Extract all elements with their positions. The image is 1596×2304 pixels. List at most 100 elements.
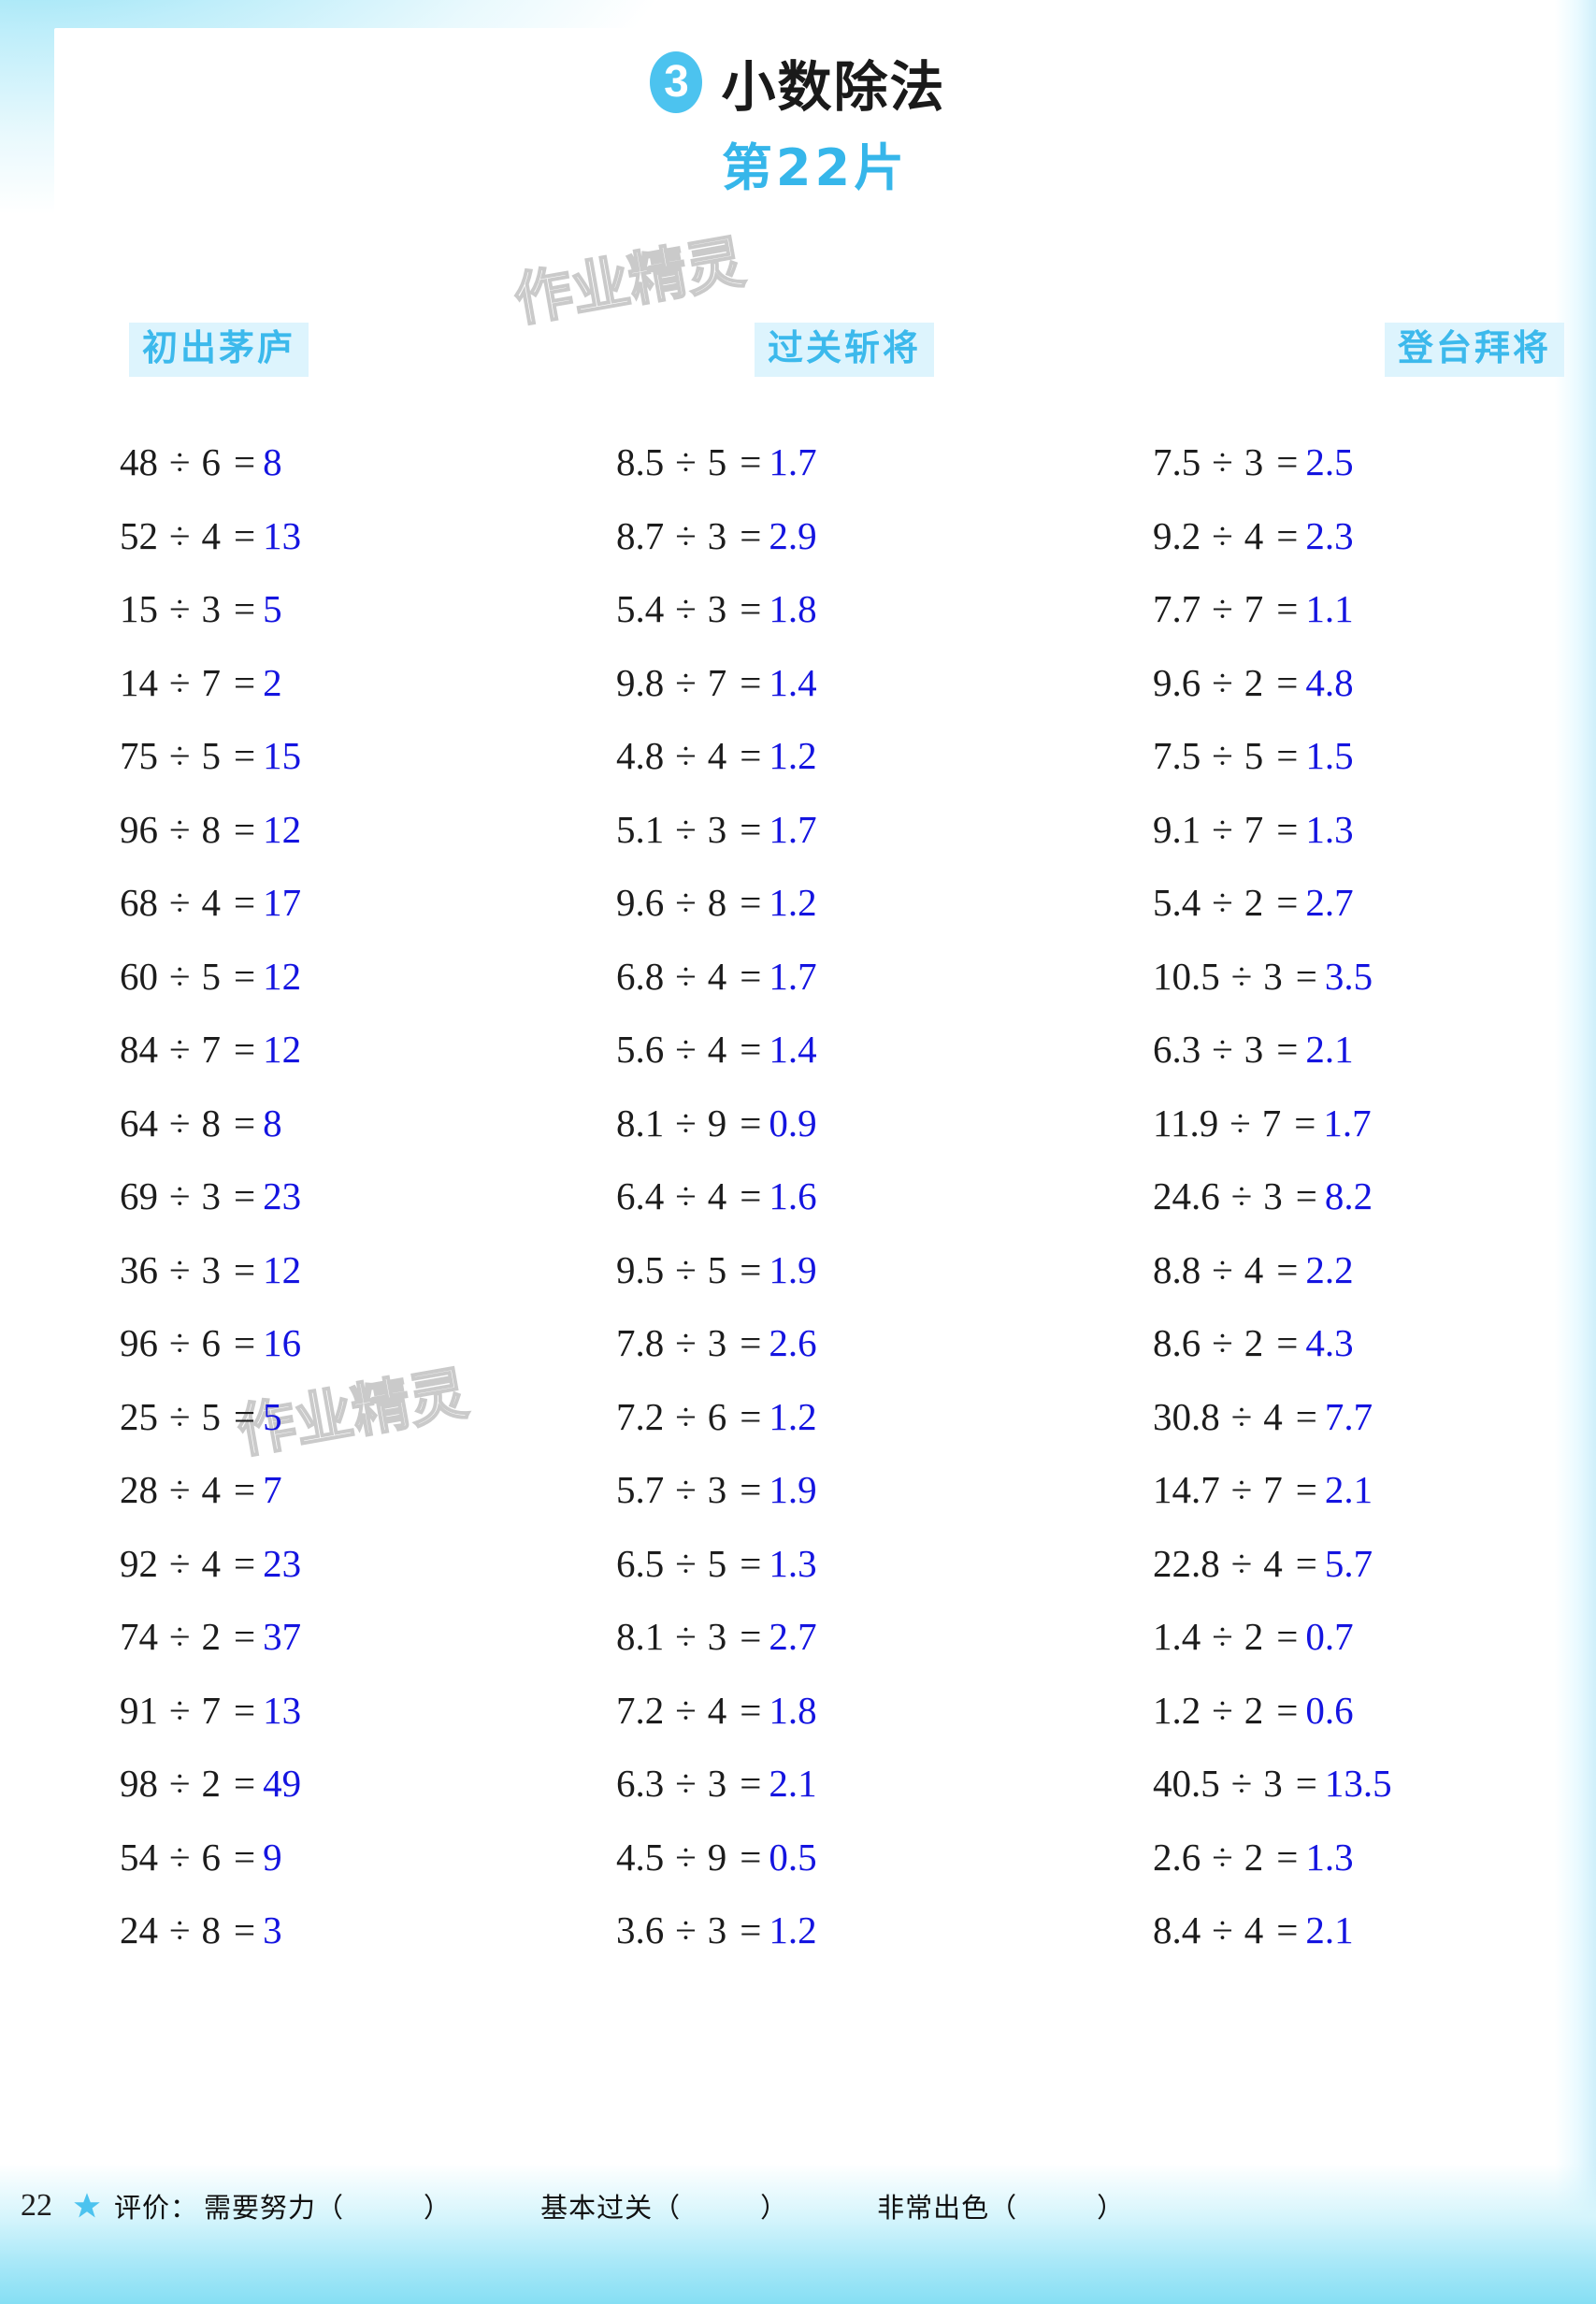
answer-value[interactable]: 7.7	[1324, 1394, 1373, 1438]
evaluation-option-3-open: （	[989, 2192, 1017, 2224]
answer-value[interactable]: 1.3	[1305, 807, 1354, 851]
answer-value[interactable]: 2.1	[769, 1762, 817, 1806]
answer-value[interactable]: 13.5	[1324, 1762, 1392, 1806]
answer-value[interactable]: 4.3	[1305, 1321, 1354, 1365]
dividend: 8.5	[615, 440, 665, 484]
problem-row: 5.1 ÷ 3 = 1.7	[532, 793, 1064, 867]
answer-value[interactable]: 15	[263, 734, 302, 778]
answer-value[interactable]: 0.5	[769, 1835, 817, 1879]
answer-value[interactable]: 2.1	[1324, 1468, 1373, 1512]
answer-value[interactable]: 3	[263, 1908, 282, 1952]
sheet-label: 第22片	[721, 138, 909, 197]
answer-value[interactable]: 1.7	[769, 440, 817, 484]
answer-value[interactable]: 12	[263, 807, 302, 851]
evaluation-option-3[interactable]: 非常出色（ ）	[877, 2186, 1124, 2225]
answer-value[interactable]: 1.2	[769, 734, 817, 778]
problem-row: 7.8 ÷ 3 = 2.6	[532, 1306, 1064, 1380]
answer-value[interactable]: 2.3	[1305, 513, 1354, 557]
answer-value[interactable]: 8	[263, 440, 282, 484]
answer-value[interactable]: 0.7	[1305, 1615, 1354, 1659]
answer-value[interactable]: 0.9	[769, 1101, 817, 1145]
answer-value[interactable]: 13	[263, 513, 302, 557]
answer-value[interactable]: 16	[263, 1321, 302, 1365]
answer-value[interactable]: 1.6	[769, 1174, 817, 1218]
problem-expression: 7.5 ÷ 5 = 1.5	[1153, 733, 1354, 778]
answer-value[interactable]: 1.4	[769, 660, 817, 704]
answer-value[interactable]: 1.2	[769, 881, 817, 925]
answer-value[interactable]: 12	[263, 954, 302, 998]
problem-list: 8.5 ÷ 5 = 1.7 8.7 ÷ 3 = 2.9 5.4 ÷ 3 = 1.8 9.8 ÷ 7 = 1.4 4.8 ÷…	[532, 425, 1064, 1967]
problem-row: 3.6 ÷ 3 = 1.2	[532, 1894, 1064, 1967]
answer-value[interactable]: 1.1	[1305, 587, 1354, 631]
evaluation-option-1[interactable]: 需要努力（ ）	[204, 2186, 451, 2225]
answer-value[interactable]: 5.7	[1324, 1541, 1373, 1585]
problem-expression: 8.5 ÷ 5 = 1.7	[616, 439, 817, 484]
answer-value[interactable]: 8	[263, 1101, 282, 1145]
answer-value[interactable]: 12	[263, 1028, 302, 1072]
answer-value[interactable]: 23	[263, 1541, 302, 1585]
answer-value[interactable]: 5	[263, 1394, 282, 1438]
answer-value[interactable]: 2.7	[1305, 881, 1354, 925]
divisor: 2	[1244, 660, 1264, 704]
answer-value[interactable]: 1.5	[1305, 734, 1354, 778]
answer-value[interactable]: 4.8	[1305, 660, 1354, 704]
dividend: 22.8	[1152, 1541, 1220, 1585]
answer-value[interactable]: 2.5	[1305, 440, 1354, 484]
page-header: 3 小数除法	[0, 43, 1596, 122]
problem-row: 8.1 ÷ 3 = 2.7	[532, 1600, 1064, 1674]
answer-value[interactable]: 8.2	[1324, 1174, 1373, 1218]
answer-value[interactable]: 13	[263, 1688, 302, 1732]
answer-value[interactable]: 1.8	[769, 1688, 817, 1732]
equals-icon: =	[740, 1174, 762, 1218]
answer-value[interactable]: 1.7	[769, 954, 817, 998]
answer-value[interactable]: 3.5	[1324, 954, 1373, 998]
evaluation-option-2[interactable]: 基本过关（ ）	[540, 2186, 787, 2225]
answer-value[interactable]: 2.1	[1305, 1908, 1354, 1952]
equals-icon: =	[1295, 1468, 1317, 1512]
answer-value[interactable]: 1.2	[769, 1908, 817, 1952]
answer-value[interactable]: 1.8	[769, 587, 817, 631]
divide-icon: ÷	[675, 1835, 697, 1879]
divisor: 5	[201, 954, 222, 998]
answer-value[interactable]: 17	[263, 881, 302, 925]
answer-value[interactable]: 37	[263, 1615, 302, 1659]
problem-expression: 9.6 ÷ 8 = 1.2	[616, 880, 817, 925]
divide-icon: ÷	[675, 954, 697, 998]
answer-value[interactable]: 2.9	[769, 513, 817, 557]
answer-value[interactable]: 0.6	[1305, 1688, 1354, 1732]
section-header-chuchumaolu: 初出茅庐	[129, 323, 309, 377]
answer-value[interactable]: 7	[263, 1468, 282, 1512]
divisor: 3	[1263, 1762, 1283, 1806]
answer-value[interactable]: 2.1	[1305, 1028, 1354, 1072]
answer-value[interactable]: 2.6	[769, 1321, 817, 1365]
answer-value[interactable]: 1.9	[769, 1468, 817, 1512]
answer-value[interactable]: 1.3	[1305, 1835, 1354, 1879]
problem-expression: 22.8 ÷ 4 = 5.7	[1153, 1541, 1373, 1586]
dividend: 6.4	[615, 1174, 665, 1218]
divide-icon: ÷	[169, 807, 191, 851]
answer-value[interactable]: 12	[263, 1247, 302, 1291]
answer-value[interactable]: 2	[263, 660, 282, 704]
answer-value[interactable]: 1.4	[769, 1028, 817, 1072]
answer-value[interactable]: 1.7	[769, 807, 817, 851]
divide-icon: ÷	[169, 440, 191, 484]
answer-value[interactable]: 1.7	[1323, 1101, 1372, 1145]
answer-value[interactable]: 2.2	[1305, 1247, 1354, 1291]
section-header-dengtaibaijiang: 登台拜将	[1384, 323, 1564, 377]
chapter-number-badge: 3	[650, 51, 703, 113]
divisor: 7	[1244, 587, 1264, 631]
divide-icon: ÷	[169, 881, 191, 925]
dividend: 14.7	[1152, 1468, 1220, 1512]
answer-value[interactable]: 1.9	[769, 1247, 817, 1291]
divide-icon: ÷	[1212, 513, 1233, 557]
page-edge-shading-bottom	[0, 2164, 1596, 2304]
problem-expression: 74 ÷ 2 = 37	[120, 1614, 301, 1659]
answer-value[interactable]: 1.2	[769, 1394, 817, 1438]
divisor: 4	[201, 1541, 222, 1585]
answer-value[interactable]: 5	[263, 587, 282, 631]
answer-value[interactable]: 49	[263, 1762, 302, 1806]
answer-value[interactable]: 1.3	[769, 1541, 817, 1585]
answer-value[interactable]: 9	[263, 1835, 282, 1879]
answer-value[interactable]: 2.7	[769, 1615, 817, 1659]
answer-value[interactable]: 23	[263, 1174, 302, 1218]
